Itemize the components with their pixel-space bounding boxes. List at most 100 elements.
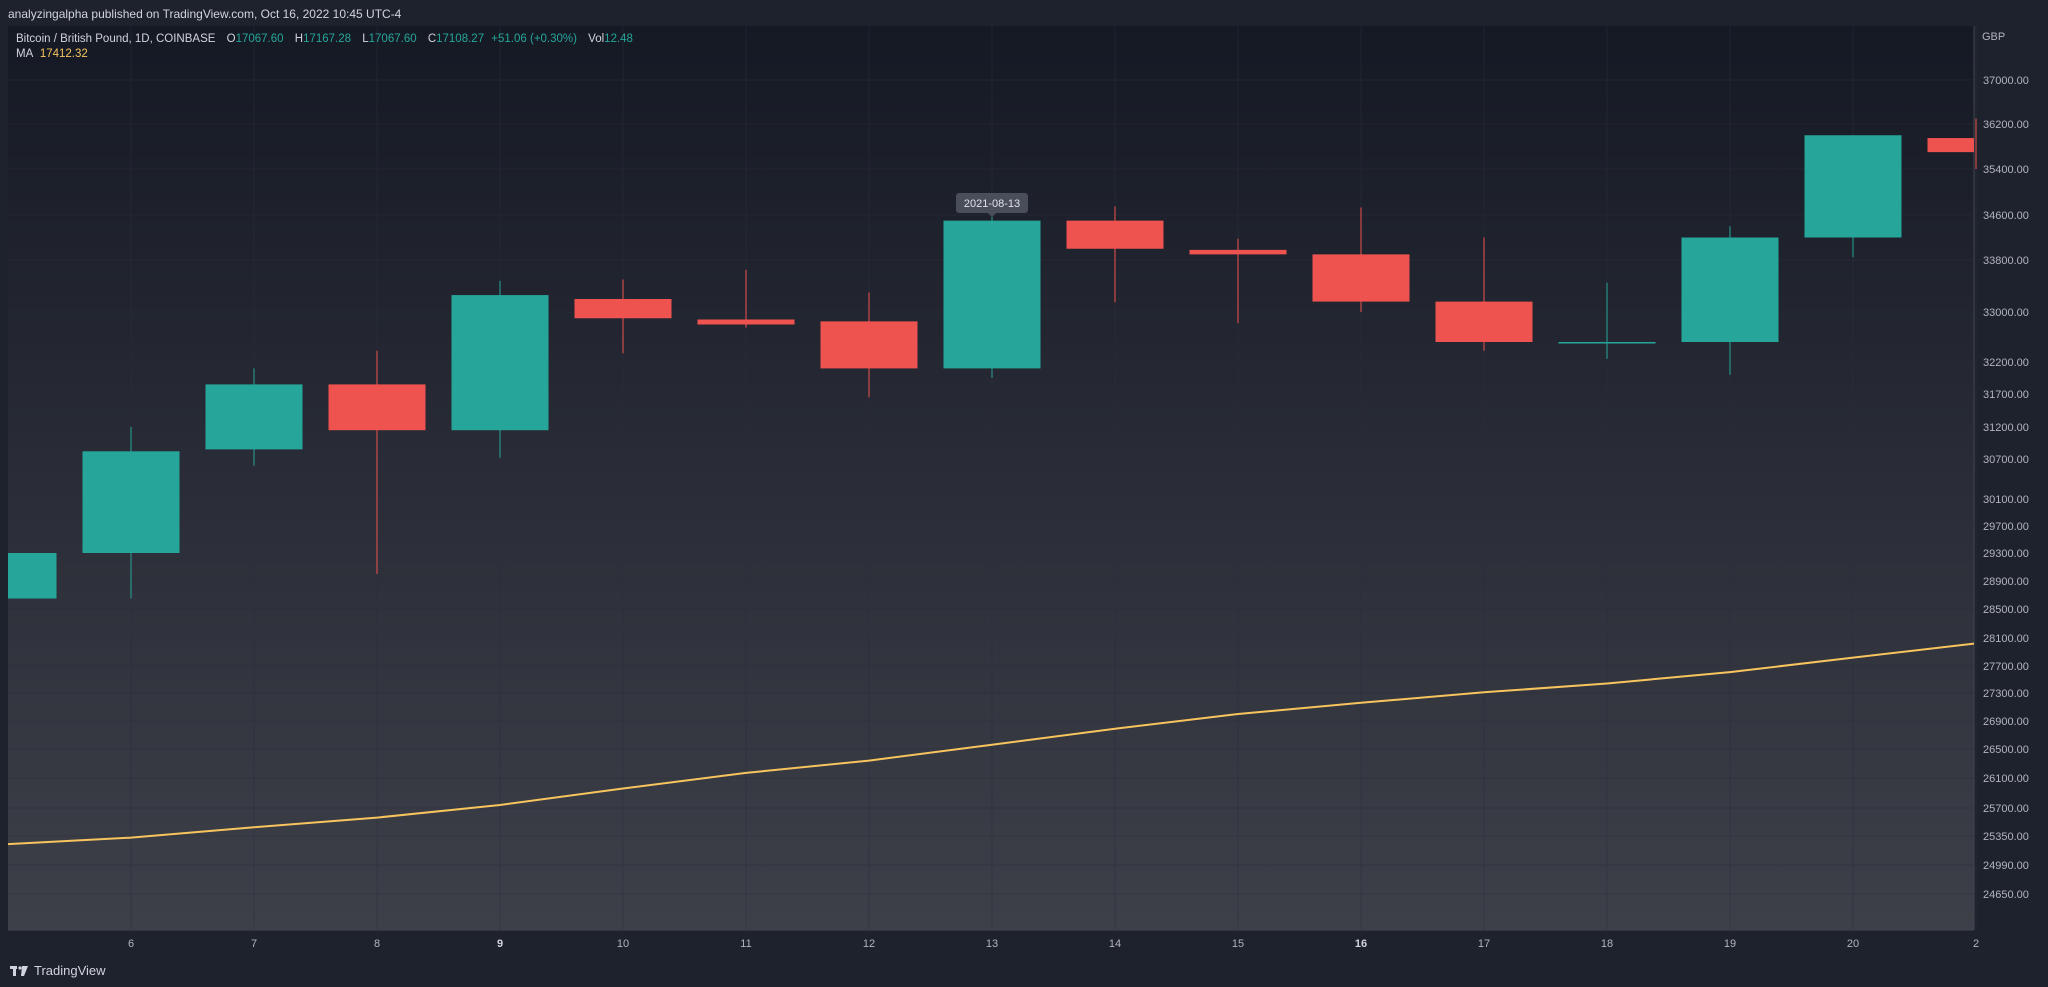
date-tick-label: 17 bbox=[1478, 938, 1490, 950]
tooltip-date: 2021-08-13 bbox=[964, 198, 1020, 210]
candle[interactable] bbox=[1558, 282, 1656, 359]
currency-label: GBP bbox=[1982, 31, 2005, 43]
low-value: 17067.60 bbox=[368, 33, 417, 45]
tradingview-logo-icon bbox=[10, 965, 28, 976]
date-tick-label: 9 bbox=[497, 938, 503, 950]
date-tick-label: 12 bbox=[863, 938, 875, 950]
candle-body bbox=[328, 384, 426, 431]
candle[interactable] bbox=[697, 269, 795, 328]
date-tooltip: 2021-08-13 bbox=[956, 193, 1028, 217]
open-label: O bbox=[226, 33, 236, 45]
candles-layer bbox=[8, 118, 1977, 599]
time-axis-background bbox=[8, 930, 2048, 952]
tooltip-pointer bbox=[988, 213, 996, 217]
tradingview-brand[interactable]: TradingView bbox=[10, 963, 106, 978]
plot-background bbox=[8, 26, 1974, 930]
candle[interactable] bbox=[451, 280, 549, 458]
price-tick-label: 28100.00 bbox=[1983, 633, 2029, 645]
candle[interactable] bbox=[943, 213, 1041, 378]
candle[interactable] bbox=[1189, 238, 1287, 324]
moving-average-line bbox=[8, 642, 1975, 846]
tooltip-box bbox=[956, 193, 1028, 213]
ma-value: 17412.32 bbox=[39, 48, 88, 60]
price-tick-label: 37000.00 bbox=[1983, 75, 2029, 87]
symbol-label: Bitcoin / British Pound, 1D, COINBASE bbox=[16, 33, 216, 45]
candle[interactable] bbox=[1312, 207, 1410, 312]
moving-average-layer bbox=[8, 642, 1975, 846]
date-tick-label: 7 bbox=[251, 938, 257, 950]
candle[interactable] bbox=[1927, 118, 1977, 170]
date-tick-label: 8 bbox=[374, 938, 380, 950]
date-tick-label: 11 bbox=[740, 938, 751, 950]
candle-body bbox=[205, 384, 303, 450]
candlestick-chart[interactable]: GBP 37000.00 36200.00 35400.00 34600.00 3380… bbox=[8, 26, 2048, 952]
price-tick-label: 30700.00 bbox=[1983, 454, 2029, 466]
ohlc-row: Bitcoin / British Pound, 1D, COINBASE O 1… bbox=[16, 32, 633, 47]
price-tick-label: 33800.00 bbox=[1983, 255, 2029, 267]
candle-body bbox=[1558, 342, 1656, 344]
date-tick-label: 20 bbox=[1847, 938, 1859, 950]
candle-body bbox=[451, 295, 549, 431]
close-value: 17108.27 bbox=[436, 33, 485, 45]
ma-label: MA bbox=[16, 48, 33, 60]
price-tick-label: 25350.00 bbox=[1983, 831, 2029, 843]
candle[interactable] bbox=[1066, 206, 1164, 303]
date-tick-label: 16 bbox=[1355, 938, 1367, 950]
date-tick-label: 15 bbox=[1232, 938, 1244, 950]
price-tick-label: 26900.00 bbox=[1983, 716, 2029, 728]
time-axis[interactable]: 6 7 8 9 10 11 12 13 14 15 16 17 18 19 20 2 bbox=[128, 938, 1979, 950]
date-tick-label: 19 bbox=[1724, 938, 1736, 950]
candle-body bbox=[697, 319, 795, 325]
change-value: +51.06 (+0.30%) bbox=[491, 33, 577, 45]
high-label: H bbox=[294, 33, 304, 45]
chart-legend: Bitcoin / British Pound, 1D, COINBASE O 1… bbox=[16, 32, 633, 62]
candle[interactable] bbox=[1435, 237, 1533, 351]
price-tick-label: 27700.00 bbox=[1983, 661, 2029, 673]
candle-body bbox=[8, 553, 57, 599]
price-axis[interactable]: GBP 37000.00 36200.00 35400.00 34600.00 3380… bbox=[1982, 31, 2029, 901]
candle-body bbox=[1312, 254, 1410, 302]
candle-body bbox=[943, 220, 1041, 369]
candle-body bbox=[1189, 249, 1287, 255]
price-tick-label: 31200.00 bbox=[1983, 422, 2029, 434]
candle[interactable] bbox=[574, 279, 672, 354]
candle[interactable] bbox=[820, 292, 918, 398]
low-label: L bbox=[362, 33, 369, 45]
date-tick-label: 18 bbox=[1601, 938, 1613, 950]
price-tick-label: 34600.00 bbox=[1983, 210, 2029, 222]
candle-body bbox=[820, 321, 918, 369]
candle-body bbox=[574, 299, 672, 319]
candle-body bbox=[1066, 220, 1164, 249]
price-tick-label: 30100.00 bbox=[1983, 494, 2029, 506]
candle[interactable] bbox=[1804, 135, 1902, 258]
publish-header: analyzingalpha published on TradingView.… bbox=[0, 0, 2048, 26]
date-tick-label: 13 bbox=[986, 938, 998, 950]
candle-body bbox=[82, 451, 180, 553]
candle-body bbox=[1804, 135, 1902, 238]
candle[interactable] bbox=[82, 427, 180, 599]
volume-label: Vol bbox=[588, 33, 605, 45]
volume-value: 12.48 bbox=[604, 33, 633, 45]
price-tick-label: 28900.00 bbox=[1983, 576, 2029, 588]
candle[interactable] bbox=[328, 350, 426, 574]
candle-body bbox=[1435, 301, 1533, 342]
date-tick-label: 2 bbox=[1973, 938, 1979, 950]
candle[interactable] bbox=[8, 553, 57, 599]
publish-text: analyzingalpha published on TradingView.… bbox=[8, 7, 402, 21]
price-tick-label: 36200.00 bbox=[1983, 119, 2029, 131]
price-tick-label: 24990.00 bbox=[1983, 860, 2029, 872]
price-tick-label: 29700.00 bbox=[1983, 521, 2029, 533]
ma-row: MA 17412.32 bbox=[16, 47, 633, 62]
date-tick-label: 6 bbox=[128, 938, 134, 950]
candle[interactable] bbox=[1681, 226, 1779, 375]
candle[interactable] bbox=[205, 368, 303, 466]
price-tick-label: 26100.00 bbox=[1983, 773, 2029, 785]
date-tick-label: 14 bbox=[1109, 938, 1121, 950]
candle-body bbox=[1681, 237, 1779, 342]
price-tick-label: 24650.00 bbox=[1983, 889, 2029, 901]
price-tick-label: 33000.00 bbox=[1983, 307, 2029, 319]
close-label: C bbox=[427, 33, 437, 45]
price-tick-label: 31700.00 bbox=[1983, 389, 2029, 401]
price-tick-label: 26500.00 bbox=[1983, 744, 2029, 756]
footer: TradingView bbox=[0, 952, 2048, 987]
